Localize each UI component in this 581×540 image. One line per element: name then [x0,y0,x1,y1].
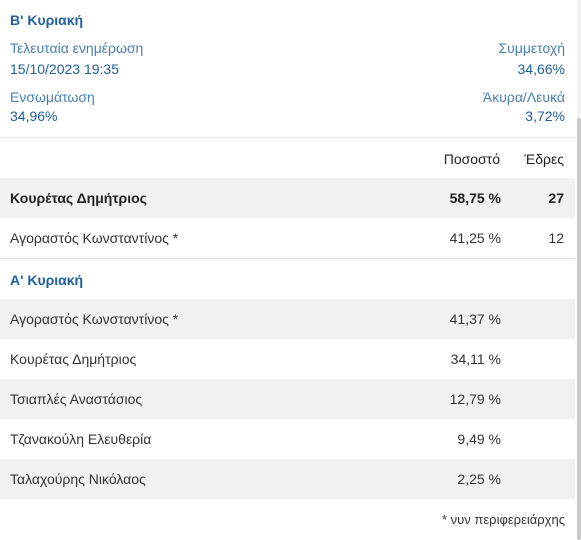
last-update-label: Τελευταία ενημέρωση [10,40,144,56]
invalid-label: Άκυρα/Λευκά [482,89,565,105]
candidate-percentage: 58,75 % [449,190,501,206]
table-row: Τσιαπλές Αναστάσιος 12,79 % [0,379,575,419]
candidate-percentage: 2,25 % [457,471,501,487]
table-row: Αγοραστός Κωνσταντίνος * 41,37 % [0,299,575,339]
candidate-name: Κουρέτας Δημήτριος [10,190,147,206]
column-header-percentage: Ποσοστό [443,151,500,167]
candidate-name: Τζανακούλη Ελευθερία [10,431,152,447]
candidate-name: Αγοραστός Κωνσταντίνος * [10,230,179,246]
header-divider [0,137,575,138]
table-row: Ταλαχούρης Νικόλαος 2,25 % [0,459,575,499]
candidate-percentage: 41,37 % [449,311,501,327]
footnote: * νυν περιφερειάρχης [442,512,565,527]
candidate-seats: 27 [548,190,564,206]
candidate-percentage: 12,79 % [449,391,501,407]
table-row: Αγοραστός Κωνσταντίνος * 41,25 % 12 [0,218,575,258]
turnout-label: Συμμετοχή [498,40,565,56]
candidate-name: Ταλαχούρης Νικόλαος [10,471,146,487]
candidate-name: Αγοραστός Κωνσταντίνος * [10,311,179,327]
column-header-seats: Έδρες [524,151,564,167]
integration-label: Ενσωμάτωση [10,89,95,105]
scrollbar-thumb[interactable] [577,118,581,540]
invalid-value: 3,72% [525,108,565,124]
integration-value: 34,96% [10,108,58,124]
candidate-percentage: 34,11 % [450,351,501,367]
round-a-title: Α' Κυριακή [10,272,84,288]
turnout-value: 34,66% [517,61,565,77]
round-divider [0,258,575,259]
table-row: Κουρέτας Δημήτριος 34,11 % [0,339,575,379]
candidate-seats: 12 [548,230,564,246]
candidate-name: Κουρέτας Δημήτριος [10,351,137,367]
table-row: Τζανακούλη Ελευθερία 9,49 % [0,419,575,459]
table-row: Κουρέτας Δημήτριος 58,75 % 27 [0,178,575,218]
candidate-percentage: 9,49 % [457,431,501,447]
candidate-percentage: 41,25 % [449,230,501,246]
candidate-name: Τσιαπλές Αναστάσιος [10,391,143,407]
last-update-value: 15/10/2023 19:35 [10,61,119,77]
round-b-title: Β' Κυριακή [10,12,84,28]
